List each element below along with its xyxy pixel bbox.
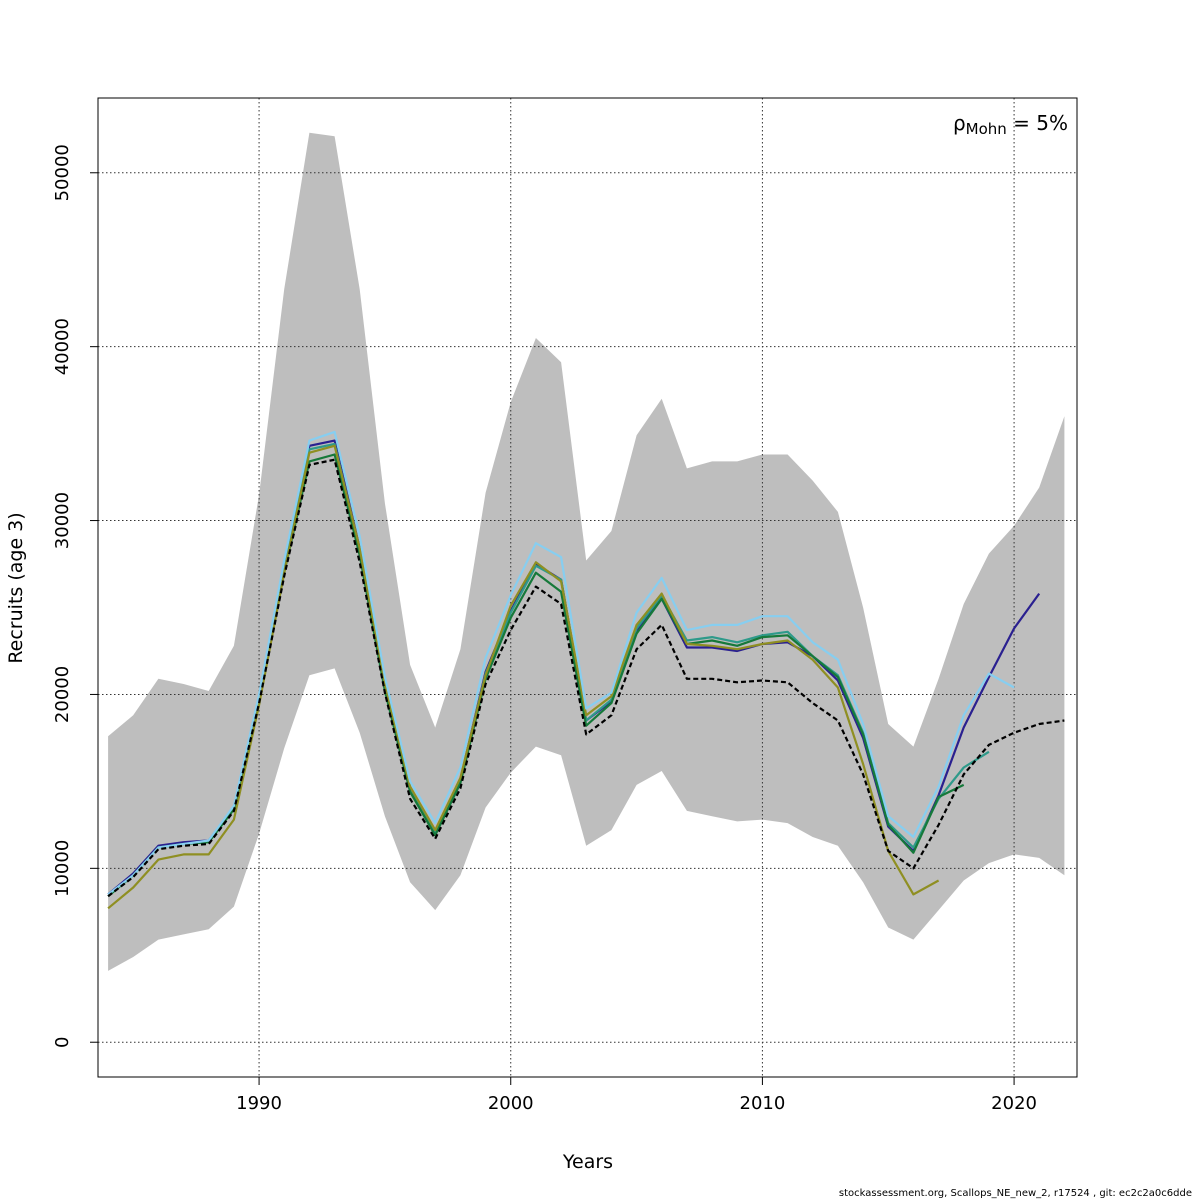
y-tick-label: 30000 — [52, 492, 73, 549]
series-line — [107, 444, 940, 910]
x-tick-label: 1990 — [236, 1093, 282, 1114]
mohn-value: = 5% — [1007, 111, 1068, 135]
footer-credit: stockassessment.org, Scallops_NE_new_2, … — [839, 1188, 1192, 1199]
x-tick-label: 2010 — [740, 1093, 786, 1114]
y-tick-label: 20000 — [52, 666, 73, 723]
x-tick-label: 2000 — [488, 1093, 534, 1114]
axis-layer: 1990 2000 2010 2020 0 10000 20000 30000 40000 500… — [52, 144, 1037, 1114]
mohn-rho-annotation: ρMohn = 5% — [953, 111, 1068, 138]
plot-frame — [97, 97, 1078, 1078]
grid-layer — [98, 98, 1077, 1077]
rho-symbol: ρ — [953, 111, 966, 135]
y-tick-label: 40000 — [52, 318, 73, 375]
series-line — [107, 430, 1015, 896]
y-tick-label: 50000 — [52, 144, 73, 201]
x-tick-label: 2020 — [991, 1093, 1037, 1114]
y-axis-title: Recruits (age 3) — [5, 512, 27, 663]
series-layer — [107, 430, 1065, 910]
confidence-band-layer — [108, 132, 1065, 971]
confidence-band — [108, 132, 1065, 971]
y-tick-label: 10000 — [52, 840, 73, 897]
mohn-subscript: Mohn — [966, 120, 1007, 138]
x-axis-title: Years — [562, 1151, 613, 1173]
y-tick-label: 0 — [52, 1036, 73, 1047]
reference-series-line — [107, 458, 1065, 898]
